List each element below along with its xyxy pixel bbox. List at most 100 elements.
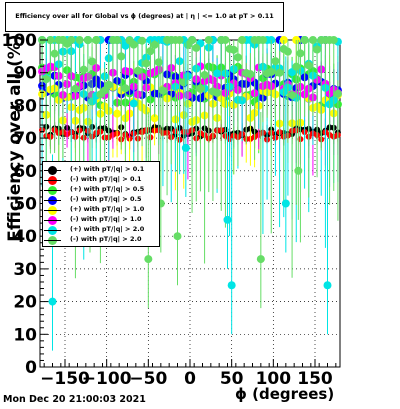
y-axis-label: Efficiency over all (%): [5, 34, 25, 242]
y-tick-label: 30: [13, 260, 37, 280]
data-point: [229, 45, 238, 54]
data-point: [154, 58, 163, 67]
data-point: [204, 36, 213, 44]
legend-entry: (-) with pT/|q| > 0.1: [43, 174, 161, 186]
legend-label: (-) with pT/|q| > 1.0: [70, 215, 142, 223]
data-point: [142, 59, 151, 68]
data-point: [213, 88, 222, 97]
data-point: [129, 40, 138, 49]
data-point: [46, 36, 55, 44]
legend-entry: (+) with pT/|q| > 1.0: [43, 204, 161, 216]
x-tick-label: 50: [220, 369, 244, 389]
legend-marker-icon: [44, 186, 61, 195]
data-point: [294, 166, 303, 175]
data-point: [100, 86, 109, 95]
data-point: [48, 297, 57, 306]
x-tick-label: 0: [184, 369, 196, 389]
data-point: [281, 199, 290, 208]
data-point: [138, 36, 147, 45]
data-point: [271, 57, 280, 66]
data-point: [181, 143, 190, 152]
data-point: [146, 47, 155, 56]
data-point: [258, 36, 267, 44]
data-point: [196, 84, 205, 93]
data-point: [329, 36, 338, 44]
data-point: [304, 61, 313, 70]
y-tick-label: 100: [2, 31, 38, 51]
legend-entry: (-) with pT/|q| > 1.0: [43, 214, 161, 226]
data-point: [221, 36, 230, 44]
x-tick-label: −50: [129, 369, 167, 389]
legend-label: (+) with pT/|q| > 2.0: [70, 225, 145, 233]
data-point: [133, 66, 142, 75]
data-point: [292, 62, 301, 71]
data-point: [223, 215, 232, 224]
legend-label: (-) with pT/|q| > 2.0: [70, 235, 142, 243]
legend-label: (-) with pT/|q| > 0.5: [70, 195, 142, 203]
data-point: [213, 69, 222, 78]
legend-entry: (-) with pT/|q| > 2.0: [43, 234, 161, 246]
data-point: [238, 36, 247, 44]
data-point: [173, 232, 182, 241]
data-point: [129, 99, 138, 108]
legend-entry: (+) with pT/|q| > 2.0: [43, 224, 161, 236]
data-point: [50, 49, 59, 58]
legend-marker-icon: [44, 206, 61, 215]
y-tick-label: 20: [13, 293, 37, 313]
legend-marker-icon: [44, 166, 61, 175]
data-point: [192, 43, 201, 52]
x-axis-label: ϕ (degrees): [235, 385, 335, 403]
y-tick-label: 40: [13, 227, 37, 247]
data-point: [42, 75, 51, 84]
data-point: [150, 114, 159, 123]
y-tick-label: 70: [13, 129, 37, 149]
legend-label: (+) with pT/|q| > 0.5: [70, 185, 145, 193]
data-point: [144, 255, 153, 264]
data-point: [117, 52, 126, 61]
data-point: [88, 57, 97, 66]
data-point: [227, 281, 236, 290]
data-point: [333, 89, 342, 98]
data-point: [121, 84, 130, 93]
x-tick-label: 150: [297, 369, 333, 389]
data-point: [246, 70, 255, 79]
y-tick-label: 10: [13, 325, 37, 345]
legend-marker-icon: [44, 176, 61, 185]
data-point: [179, 78, 188, 87]
data-point: [296, 49, 305, 58]
data-point: [79, 65, 88, 74]
data-point: [313, 45, 322, 54]
footer-timestamp: Mon Dec 20 21:00:03 2021: [3, 394, 146, 405]
data-point: [288, 68, 297, 77]
data-point: [267, 67, 276, 76]
data-point: [308, 36, 317, 44]
data-point: [283, 47, 292, 56]
y-tick-label: 90: [13, 64, 37, 84]
y-tick-label: 80: [13, 96, 37, 116]
data-point: [104, 80, 113, 89]
data-point: [113, 36, 122, 44]
legend-label: (+) with pT/|q| > 0.1: [70, 165, 145, 173]
data-point: [67, 36, 76, 44]
legend-marker-icon: [44, 196, 61, 205]
data-point: [75, 36, 84, 44]
data-point: [158, 86, 167, 95]
data-point: [233, 53, 242, 62]
data-point: [188, 36, 197, 44]
data-point: [256, 255, 265, 264]
legend: (+) with pT/|q| > 0.1 (-) with pT/|q| > …: [42, 161, 160, 247]
data-point: [288, 91, 297, 100]
y-tick-label: 0: [25, 358, 37, 378]
x-tick-label: −150: [40, 369, 90, 389]
y-tick-label: 50: [13, 195, 37, 215]
data-point: [92, 36, 101, 44]
data-point: [300, 36, 309, 44]
legend-label: (-) with pT/|q| > 0.1: [70, 175, 142, 183]
data-point: [175, 36, 184, 44]
legend-entry: (+) with pT/|q| > 0.5: [43, 184, 161, 196]
data-point: [275, 68, 284, 77]
data-point: [200, 70, 209, 79]
legend-marker-icon: [44, 216, 61, 225]
data-point: [323, 281, 332, 290]
